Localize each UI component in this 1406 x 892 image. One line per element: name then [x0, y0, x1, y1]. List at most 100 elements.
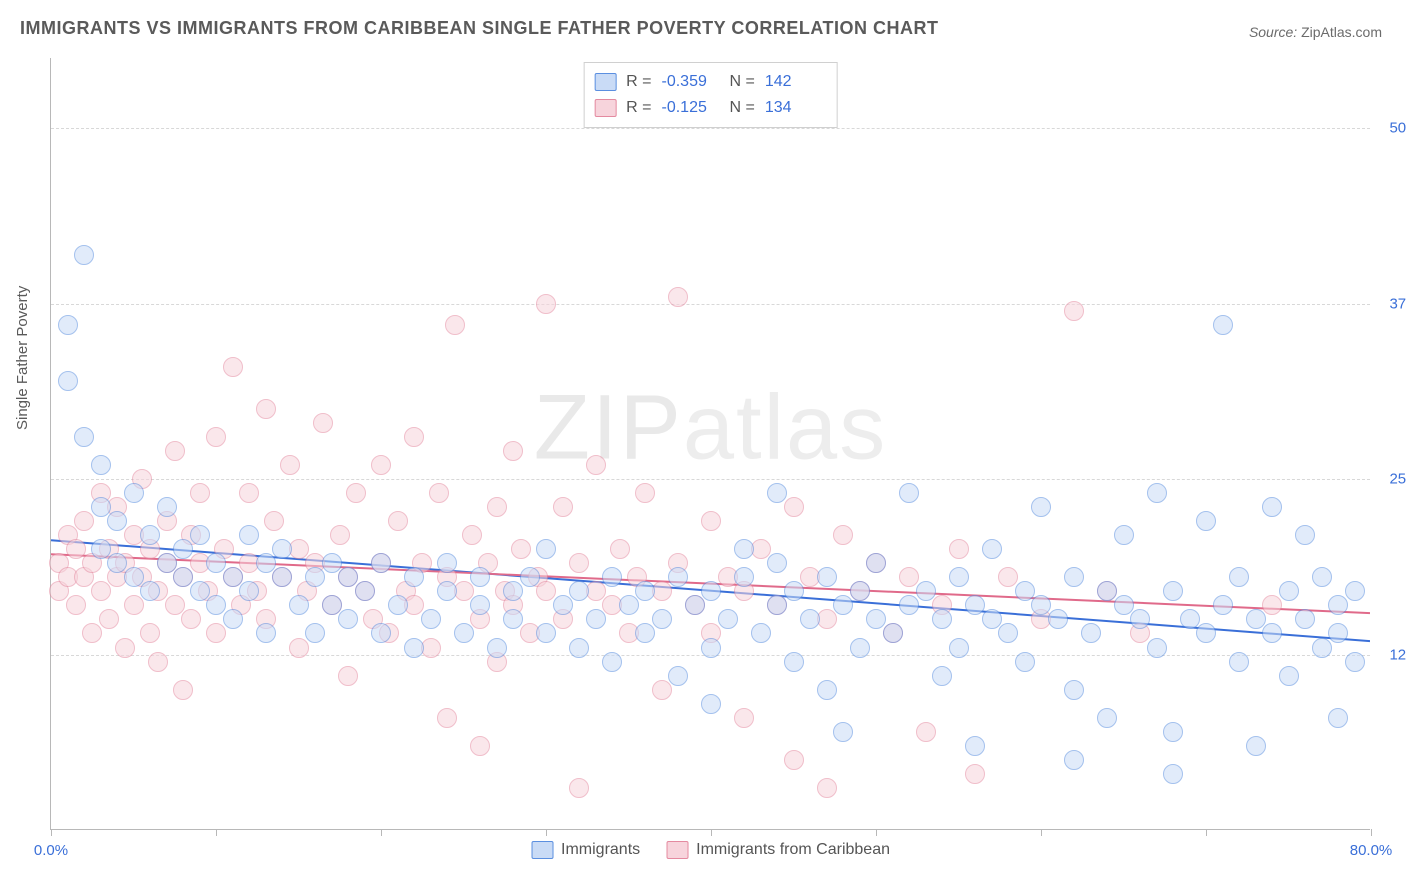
- scatter-point: [289, 638, 309, 658]
- scatter-point: [965, 736, 985, 756]
- scatter-point: [58, 315, 78, 335]
- scatter-point: [569, 638, 589, 658]
- series-legend-item: Immigrants: [531, 841, 640, 859]
- stat-r-label: R =: [626, 69, 651, 95]
- stats-legend-box: R =-0.359N =142R =-0.125N =134: [583, 62, 838, 128]
- scatter-point: [322, 553, 342, 573]
- scatter-point: [1163, 764, 1183, 784]
- scatter-point: [866, 609, 886, 629]
- scatter-point: [767, 595, 787, 615]
- scatter-point: [190, 483, 210, 503]
- scatter-point: [388, 595, 408, 615]
- scatter-point: [437, 581, 457, 601]
- scatter-point: [965, 595, 985, 615]
- scatter-point: [330, 525, 350, 545]
- scatter-point: [503, 581, 523, 601]
- y-axis-label: Single Father Poverty: [14, 286, 31, 430]
- scatter-point: [932, 666, 952, 686]
- scatter-point: [610, 539, 630, 559]
- scatter-point: [157, 497, 177, 517]
- scatter-point: [668, 567, 688, 587]
- scatter-point: [734, 708, 754, 728]
- scatter-point: [685, 595, 705, 615]
- scatter-point: [206, 623, 226, 643]
- stat-r-label: R =: [626, 95, 651, 121]
- scatter-point: [1081, 623, 1101, 643]
- scatter-point: [264, 511, 284, 531]
- scatter-point: [1048, 609, 1068, 629]
- scatter-point: [553, 497, 573, 517]
- scatter-point: [1163, 722, 1183, 742]
- scatter-point: [239, 581, 259, 601]
- scatter-point: [462, 525, 482, 545]
- scatter-point: [833, 525, 853, 545]
- scatter-point: [520, 567, 540, 587]
- scatter-point: [99, 609, 119, 629]
- scatter-point: [751, 623, 771, 643]
- scatter-point: [470, 567, 490, 587]
- chart-title: IMMIGRANTS VS IMMIGRANTS FROM CARIBBEAN …: [20, 18, 939, 39]
- scatter-point: [404, 567, 424, 587]
- x-tick: [1371, 829, 1372, 836]
- scatter-point: [223, 357, 243, 377]
- scatter-point: [949, 539, 969, 559]
- x-tick: [711, 829, 712, 836]
- series-legend-label: Immigrants: [561, 841, 640, 859]
- scatter-point: [569, 581, 589, 601]
- scatter-point: [1015, 581, 1035, 601]
- scatter-point: [767, 483, 787, 503]
- scatter-point: [454, 623, 474, 643]
- scatter-point: [437, 553, 457, 573]
- scatter-point: [239, 525, 259, 545]
- scatter-point: [1097, 708, 1117, 728]
- scatter-point: [487, 638, 507, 658]
- scatter-point: [817, 778, 837, 798]
- scatter-point: [784, 652, 804, 672]
- scatter-point: [1064, 567, 1084, 587]
- scatter-point: [1147, 483, 1167, 503]
- scatter-point: [140, 623, 160, 643]
- x-tick: [876, 829, 877, 836]
- stat-n-label: N =: [730, 69, 755, 95]
- legend-swatch: [594, 99, 616, 117]
- scatter-point: [66, 539, 86, 559]
- y-tick-label: 25.0%: [1389, 471, 1406, 488]
- scatter-point: [1262, 623, 1282, 643]
- scatter-point: [223, 609, 243, 629]
- scatter-point: [404, 638, 424, 658]
- scatter-point: [982, 609, 1002, 629]
- scatter-point: [206, 553, 226, 573]
- scatter-point: [734, 539, 754, 559]
- scatter-point: [107, 553, 127, 573]
- scatter-point: [536, 581, 556, 601]
- y-tick-label: 50.0%: [1389, 120, 1406, 137]
- scatter-point: [190, 581, 210, 601]
- x-tick-label: 80.0%: [1350, 842, 1393, 859]
- scatter-point: [1097, 581, 1117, 601]
- scatter-point: [74, 511, 94, 531]
- scatter-point: [1229, 567, 1249, 587]
- scatter-point: [173, 680, 193, 700]
- scatter-point: [899, 595, 919, 615]
- legend-swatch: [594, 73, 616, 91]
- scatter-point: [371, 553, 391, 573]
- scatter-point: [470, 736, 490, 756]
- watermark-b: atlas: [683, 377, 887, 479]
- scatter-point: [998, 623, 1018, 643]
- plot-area: ZIPatlas R =-0.359N =142R =-0.125N =134 …: [50, 58, 1370, 830]
- scatter-point: [272, 567, 292, 587]
- scatter-point: [1147, 638, 1167, 658]
- scatter-point: [206, 595, 226, 615]
- scatter-point: [767, 553, 787, 573]
- scatter-point: [850, 638, 870, 658]
- scatter-point: [1279, 581, 1299, 601]
- scatter-point: [445, 315, 465, 335]
- scatter-point: [82, 623, 102, 643]
- scatter-point: [91, 455, 111, 475]
- scatter-point: [165, 595, 185, 615]
- scatter-point: [668, 666, 688, 686]
- scatter-point: [503, 609, 523, 629]
- scatter-point: [734, 567, 754, 587]
- scatter-point: [272, 539, 292, 559]
- scatter-point: [1295, 525, 1315, 545]
